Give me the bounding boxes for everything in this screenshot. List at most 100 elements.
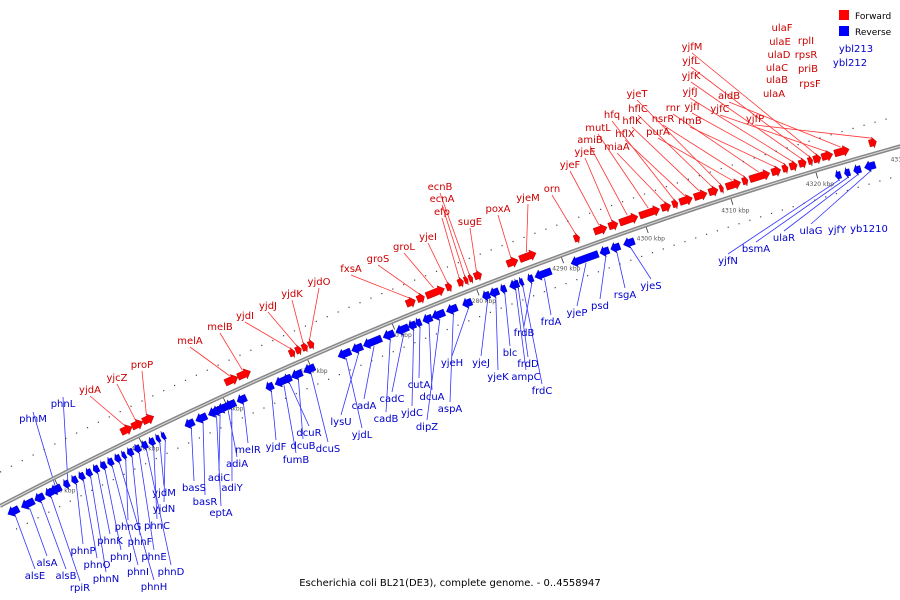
gene-label-yjeP: yjeP — [567, 308, 588, 319]
leader-line-alsE — [14, 515, 36, 570]
gene-arrow-hflC — [707, 185, 719, 197]
track-dot — [665, 186, 668, 188]
gene-label-ybl213: ybl213 — [839, 44, 873, 55]
leader-line-frdC — [522, 286, 543, 385]
track-dot — [808, 140, 810, 142]
track-dot — [108, 416, 110, 418]
gene-arrow-yjdC — [408, 319, 418, 332]
leader-line-alsA — [29, 507, 48, 557]
gene-arrow-phnK — [92, 464, 101, 475]
track-dot — [97, 421, 100, 423]
gene-arrow-poxA — [505, 256, 519, 268]
gene-label-rsgA: rsgA — [614, 290, 637, 301]
track-dot — [76, 432, 78, 434]
track-dot — [144, 463, 147, 465]
leader-line-lysU — [340, 352, 360, 416]
track-dot — [392, 351, 394, 353]
gene-arrow-groL — [424, 285, 445, 300]
leader-line-basS — [190, 427, 195, 482]
track-dot — [155, 457, 157, 460]
gene-label-phnK: phnK — [97, 536, 123, 547]
gene-label-yjeI: yjeI — [419, 232, 437, 243]
gene-arrow-yjdA — [119, 424, 133, 436]
gene-arrow-frdB — [527, 272, 535, 285]
gene-label-yjeK: yjeK — [487, 372, 509, 383]
leader-line-yjdI — [244, 321, 291, 349]
gene-label-yjeF: yjeF — [560, 160, 581, 171]
leader-line-yjdO — [309, 287, 320, 341]
scale-tick-label: 4330 kbp — [891, 157, 900, 164]
track-dot — [349, 369, 351, 371]
gene-arrow-yjfP — [868, 136, 877, 149]
gene-label-amiB: amiB — [577, 135, 603, 146]
track-dot — [749, 219, 751, 221]
track-dot — [523, 236, 525, 238]
gene-arrow-phnF — [127, 446, 135, 458]
legend: Forward Reverse — [839, 10, 892, 38]
gene-label-yjeS: yjeS — [640, 281, 661, 292]
gene-arrow-yjeM — [518, 249, 537, 263]
track-dot — [252, 412, 254, 414]
gene-label-yjcZ: yjcZ — [106, 373, 127, 384]
track-dot — [263, 407, 265, 409]
leader-line-phnF — [131, 456, 141, 536]
gene-label-yjfJ: yjfJ — [682, 87, 697, 98]
track-dot — [565, 283, 567, 285]
gene-label-hflC: hflC — [628, 104, 648, 115]
track-dot — [326, 316, 328, 318]
gene-label-phnD: phnD — [158, 567, 185, 578]
legend-label-reverse: Reverse — [855, 28, 892, 38]
gene-arrow-rnr — [748, 169, 771, 183]
track-dot — [220, 427, 222, 429]
scale-tick-label: 4310 kbp — [721, 207, 749, 214]
track-dot — [32, 454, 34, 456]
gene-label-rlmB: rlmB — [678, 116, 702, 127]
track-dot — [37, 517, 39, 519]
leader-line-phnJ — [104, 469, 122, 551]
track-dot — [239, 354, 241, 356]
track-dot — [852, 127, 854, 130]
reverse-track-dots — [15, 177, 892, 530]
track-dot — [720, 167, 722, 170]
gene-label-yjdF: yjdF — [266, 442, 287, 453]
track-dot — [184, 379, 187, 381]
gene-label-dipZ: dipZ — [416, 422, 438, 433]
track-dot — [687, 178, 689, 180]
leader-line-blc — [504, 293, 511, 347]
gene-arrow-basR — [195, 412, 209, 424]
gene-arrow-alsB — [34, 492, 46, 504]
track-dot — [868, 183, 870, 185]
gene-arrow-efp — [456, 276, 464, 288]
track-dot — [174, 384, 176, 387]
gene-label-yjfL: yjfL — [682, 56, 700, 67]
leader-line-groL — [403, 252, 435, 289]
track-dot — [698, 175, 700, 177]
leader-line-basR — [202, 422, 206, 496]
gene-label-lysU: lysU — [330, 417, 351, 428]
track-dot — [587, 275, 589, 277]
gene-arrow-yjfN — [835, 170, 843, 181]
track-dot — [446, 266, 449, 268]
leader-line-phnG — [125, 459, 129, 521]
gene-arrow-yjfJ — [788, 159, 798, 172]
gene-label-groL: groL — [393, 242, 415, 253]
gene-label-yjdI: yjdI — [236, 311, 254, 322]
track-dot — [753, 157, 755, 159]
track-dot — [338, 373, 340, 376]
track-dot — [217, 364, 219, 366]
track-dot — [621, 201, 624, 203]
track-dot — [705, 233, 708, 235]
gene-arrow-cutA — [415, 317, 423, 329]
gene-label-phnO: phnO — [84, 560, 111, 571]
track-dot — [209, 432, 211, 434]
gene-arrow-alsA — [21, 497, 36, 510]
leader-line-dcuS — [310, 373, 329, 443]
gene-arrow-melA — [223, 374, 239, 387]
leader-line-purA — [657, 137, 733, 181]
gene-arrow-yjeI — [444, 281, 452, 292]
gene-label-yjeT: yjeT — [627, 89, 649, 100]
leader-lines — [14, 52, 872, 582]
track-dot — [468, 257, 470, 259]
track-dot — [651, 252, 654, 254]
